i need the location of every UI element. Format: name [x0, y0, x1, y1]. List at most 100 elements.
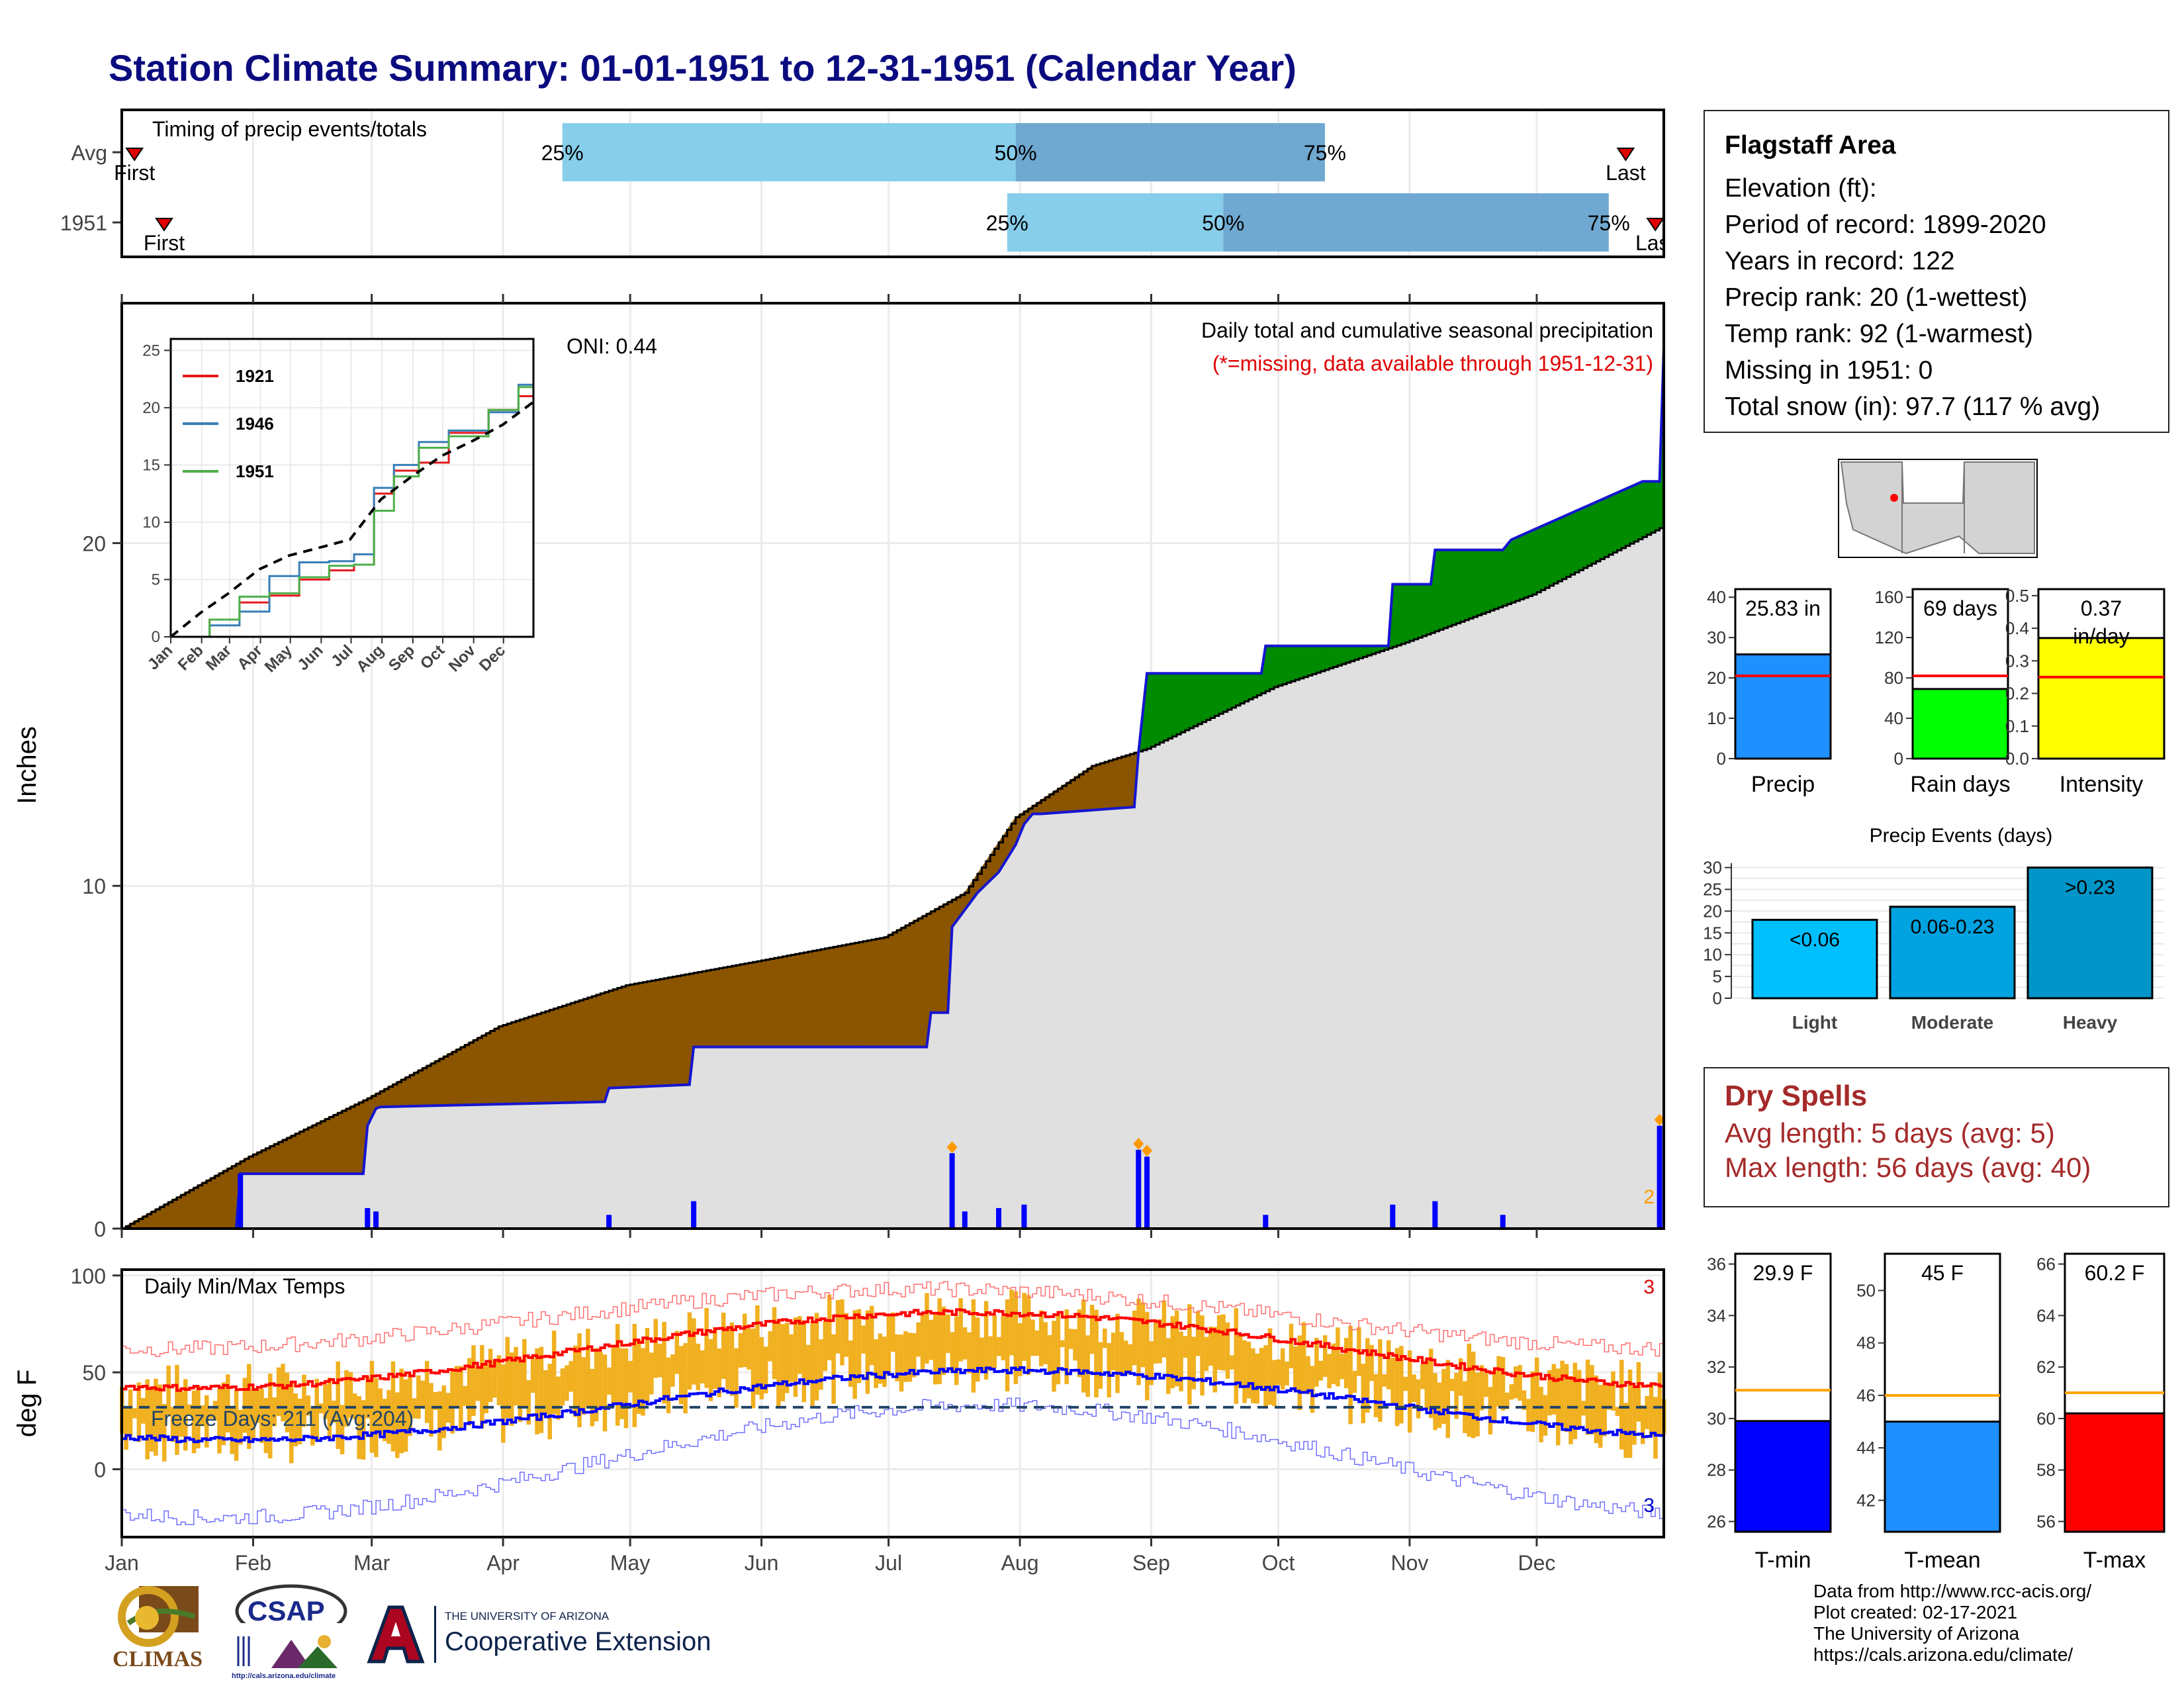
diff-fill	[896, 927, 902, 1048]
diff-fill	[1519, 533, 1525, 600]
diff-fill	[680, 974, 686, 1086]
daily-temp-bar	[1128, 1344, 1132, 1372]
daily-precip-bar	[1657, 1125, 1662, 1229]
daily-temp-bar	[1136, 1298, 1141, 1385]
daily-temp-bar	[1653, 1397, 1658, 1459]
diff-fill	[498, 1024, 504, 1105]
daily-temp-bar	[1424, 1358, 1430, 1409]
daily-temp-bar	[488, 1348, 493, 1402]
event-bar-label: <0.06	[1790, 929, 1840, 951]
daily-temp-bar	[522, 1338, 527, 1408]
inset-frame	[169, 338, 535, 638]
daily-temp-bar	[734, 1348, 739, 1408]
diff-fill	[1113, 757, 1118, 810]
daily-temp-bar	[1263, 1345, 1268, 1408]
month-label: May	[610, 1551, 650, 1575]
events-y-tick: 0	[1713, 988, 1722, 1008]
daily-temp-bar	[1475, 1372, 1480, 1436]
diff-fill	[1405, 584, 1410, 643]
diff-fill	[1566, 512, 1571, 578]
daily-temp-bar	[1293, 1346, 1298, 1392]
daily-temp-bar	[687, 1312, 692, 1390]
diff-fill	[1582, 505, 1588, 569]
dry-spells-max: Max length: 56 days (avg: 40)	[1725, 1152, 2091, 1183]
diff-fill	[769, 957, 775, 1048]
daily-temp-bar	[1564, 1364, 1569, 1432]
daily-temp-bar	[941, 1306, 946, 1376]
daily-temp-bar	[1454, 1373, 1459, 1419]
diff-fill	[202, 1180, 207, 1229]
diff-fill	[329, 1114, 334, 1174]
daily-temp-bar	[154, 1378, 158, 1456]
inset-series-line	[169, 400, 535, 638]
diff-fill	[1549, 520, 1555, 586]
diff-fill	[1180, 673, 1186, 733]
diff-fill	[1100, 761, 1105, 810]
daily-temp-bar	[1161, 1300, 1167, 1358]
diff-fill	[303, 1127, 309, 1174]
precip-events-chart: Precip Events (days) <0.06 Light 0.06-0.23 M…	[1703, 825, 2164, 1033]
daily-temp-bar	[463, 1385, 467, 1406]
daily-temp-bar	[967, 1332, 972, 1374]
diff-fill	[1345, 645, 1351, 663]
diff-fill	[469, 1039, 474, 1105]
stat-y-tick: 120	[1875, 628, 1903, 647]
daily-temp-bar	[1433, 1373, 1437, 1430]
daily-temp-bar	[175, 1364, 179, 1455]
daily-temp-bar	[145, 1379, 150, 1460]
diff-fill	[841, 944, 847, 1048]
diff-fill	[880, 937, 885, 1048]
daily-temp-bar	[1445, 1360, 1451, 1438]
daily-temp-bar	[1009, 1289, 1014, 1356]
daily-temp-bar	[365, 1376, 370, 1419]
diff-fill	[943, 901, 948, 1013]
event-bar-label: >0.23	[2065, 877, 2115, 899]
daily-temp-bar	[1479, 1365, 1484, 1411]
stat-value-label: 0.37	[2081, 596, 2122, 620]
diff-fill	[1587, 503, 1592, 567]
diff-fill	[1498, 549, 1504, 608]
timing-frame	[120, 109, 1665, 258]
daily-temp-bar	[297, 1398, 302, 1444]
diff-fill	[778, 956, 784, 1048]
daily-temp-bar	[480, 1344, 484, 1429]
diff-fill	[934, 906, 940, 1013]
daily-temp-bar	[518, 1358, 523, 1423]
stat-value-label2: in/day	[2073, 624, 2129, 648]
daily-precip-bar	[1432, 1201, 1438, 1229]
daily-temp-bar	[776, 1320, 781, 1407]
daily-temp-bar	[1471, 1351, 1476, 1438]
last-marker	[1646, 218, 1665, 232]
daily-temp-bar	[251, 1389, 255, 1440]
daily-temp-bar	[408, 1375, 412, 1436]
precip-stats-charts: 25.83 in 0 10 20 30 40 Precip 69 days 0 40 80 120 16…	[1707, 586, 2165, 797]
diff-fill	[541, 1011, 546, 1104]
diff-fill	[617, 986, 622, 1088]
diff-fill	[418, 1067, 423, 1107]
diff-fill	[1146, 673, 1152, 749]
daily-temp-bar	[717, 1348, 722, 1397]
diff-fill	[460, 1044, 465, 1105]
diff-fill	[1206, 673, 1211, 721]
diff-fill	[1617, 490, 1622, 551]
daily-temp-bar	[1280, 1348, 1285, 1390]
diff-fill	[1269, 645, 1275, 690]
daily-temp-bar	[357, 1396, 361, 1460]
diff-fill	[583, 997, 588, 1103]
daily-temp-bar	[128, 1389, 133, 1437]
daily-temp-bar	[293, 1393, 298, 1446]
credit-line: Plot created: 02-17-2021	[1813, 1602, 2018, 1622]
daily-temp-bar	[1272, 1360, 1277, 1407]
daily-temp-bar	[1467, 1343, 1472, 1437]
stat-value-label: 25.83 in	[1745, 596, 1821, 620]
diff-fill	[862, 940, 868, 1048]
daily-temp-bar	[1068, 1329, 1073, 1349]
timing-bar-q50-q75	[1223, 193, 1609, 252]
daily-temp-bar	[1077, 1309, 1082, 1378]
station-snow: Total snow (in): 97.7 (117 % avg)	[1725, 393, 2101, 421]
daily-temp-bar	[1382, 1374, 1387, 1387]
daily-temp-bar	[1030, 1319, 1035, 1356]
daily-temp-bar	[708, 1338, 713, 1401]
y-axis-label: deg F	[13, 1370, 42, 1437]
